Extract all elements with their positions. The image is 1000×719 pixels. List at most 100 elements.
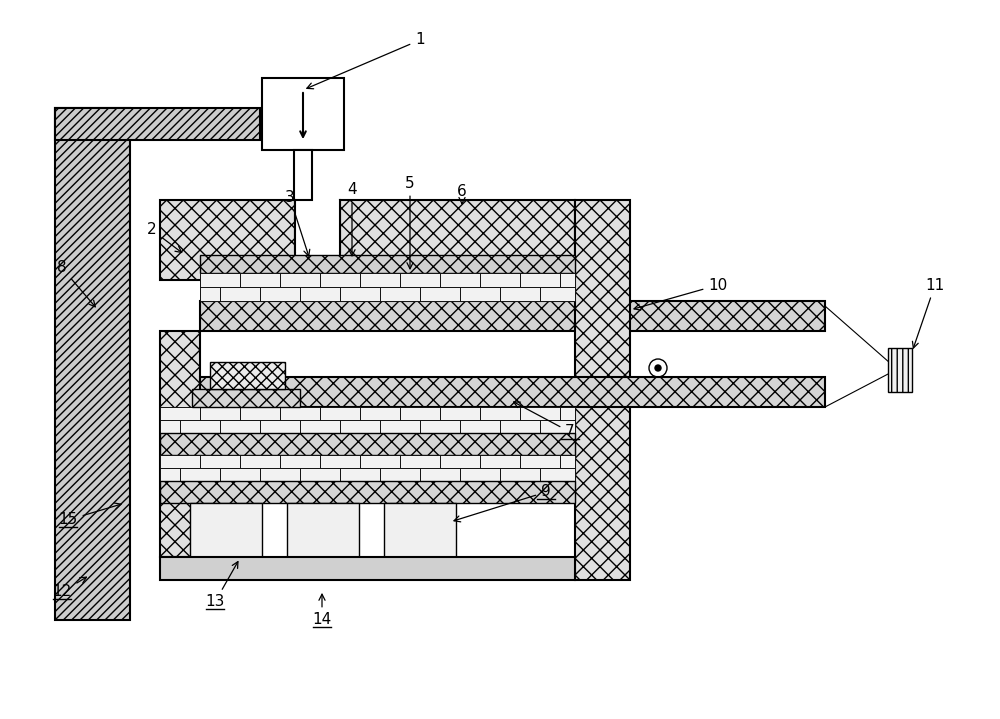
Bar [160, 331, 200, 557]
Bar [400, 407, 440, 420]
Bar [160, 407, 575, 433]
Bar [262, 78, 344, 150]
Bar [200, 255, 575, 273]
Bar [888, 348, 912, 392]
Bar [280, 455, 320, 468]
Bar [260, 468, 300, 481]
Bar [340, 420, 380, 433]
Bar [200, 407, 240, 420]
Text: 10: 10 [634, 278, 728, 310]
Bar [560, 273, 575, 287]
Bar [200, 377, 825, 407]
Bar [200, 455, 240, 468]
Bar [240, 455, 280, 468]
Text: 9: 9 [454, 485, 551, 522]
Bar [180, 420, 220, 433]
Bar [360, 455, 400, 468]
Bar [160, 468, 180, 481]
Bar [320, 455, 360, 468]
Bar [340, 287, 380, 301]
Bar [160, 557, 575, 580]
Bar [160, 200, 295, 280]
Bar [200, 287, 220, 301]
Text: 11: 11 [912, 278, 945, 348]
Bar [190, 503, 262, 557]
Text: 6: 6 [457, 185, 467, 203]
Bar [240, 407, 280, 420]
Bar [340, 200, 575, 280]
Bar [420, 468, 460, 481]
Bar [220, 468, 260, 481]
Bar [160, 433, 575, 455]
Bar [192, 389, 300, 407]
Circle shape [655, 365, 661, 371]
Text: 1: 1 [307, 32, 425, 88]
Bar [300, 420, 340, 433]
Bar [480, 273, 520, 287]
Bar [180, 468, 220, 481]
Bar [300, 468, 340, 481]
Bar [420, 420, 460, 433]
Bar [200, 273, 575, 301]
Text: 12: 12 [52, 577, 86, 600]
Bar [380, 287, 420, 301]
Bar [360, 273, 400, 287]
Bar [160, 455, 200, 468]
Bar [384, 503, 456, 557]
Bar [400, 455, 440, 468]
Bar [560, 455, 575, 468]
Text: 4: 4 [347, 183, 357, 256]
Bar [320, 407, 360, 420]
Bar [480, 455, 520, 468]
Bar [575, 200, 630, 580]
Bar [160, 481, 575, 503]
Bar [160, 420, 180, 433]
Bar [260, 287, 300, 301]
Bar [460, 420, 500, 433]
Bar [320, 273, 360, 287]
Bar [500, 287, 540, 301]
Bar [55, 108, 260, 140]
Bar [160, 455, 575, 481]
Bar [295, 200, 340, 252]
Text: 13: 13 [205, 562, 238, 610]
Bar [294, 150, 312, 200]
Bar [500, 468, 540, 481]
Bar [480, 407, 520, 420]
Bar [380, 420, 420, 433]
Bar [287, 503, 359, 557]
Bar [260, 420, 300, 433]
Bar [520, 455, 560, 468]
Text: 2: 2 [147, 222, 182, 252]
Bar [540, 420, 575, 433]
Bar [220, 287, 260, 301]
Bar [300, 287, 340, 301]
Bar [440, 407, 480, 420]
Bar [540, 468, 575, 481]
Bar [440, 273, 480, 287]
Bar [400, 273, 440, 287]
Bar [160, 407, 200, 420]
Bar [280, 407, 320, 420]
Text: 8: 8 [57, 260, 95, 307]
Bar [540, 287, 575, 301]
Bar [55, 108, 130, 620]
Text: 7: 7 [514, 402, 575, 439]
Bar [460, 287, 500, 301]
Bar [560, 407, 575, 420]
Bar [420, 287, 460, 301]
Bar [240, 273, 280, 287]
Bar [520, 273, 560, 287]
Text: 14: 14 [312, 594, 332, 628]
Text: 15: 15 [58, 503, 121, 528]
Bar [520, 407, 560, 420]
Bar [200, 273, 240, 287]
Bar [200, 301, 825, 331]
Bar [440, 455, 480, 468]
Bar [220, 420, 260, 433]
Bar [210, 362, 285, 389]
Bar [500, 420, 540, 433]
Bar [460, 468, 500, 481]
Bar [340, 468, 380, 481]
Bar [280, 273, 320, 287]
